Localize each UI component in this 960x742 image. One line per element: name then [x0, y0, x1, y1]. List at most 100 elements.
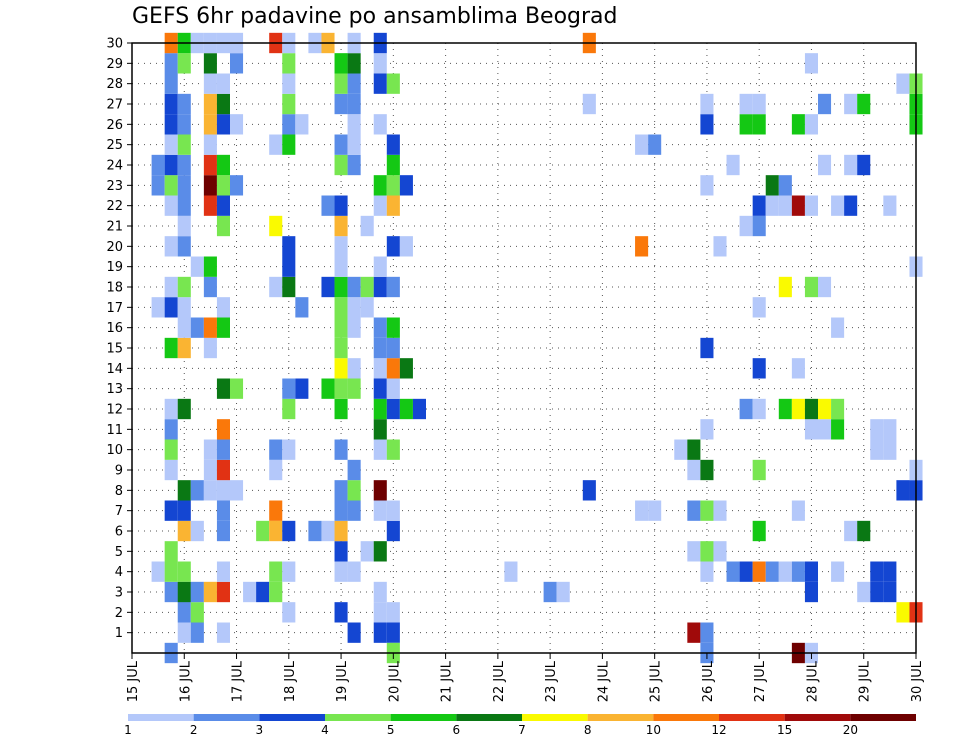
- chart-title: GEFS 6hr padavine po ansamblima Beograd: [132, 4, 618, 29]
- y-tick-label: 8: [115, 484, 123, 499]
- heatmap-cell: [334, 561, 348, 582]
- colorbar-segment: [587, 714, 654, 721]
- heatmap-cell: [831, 317, 845, 338]
- heatmap-cell: [347, 93, 361, 115]
- heatmap-cell: [739, 114, 753, 135]
- colorbar-label: 1: [124, 723, 132, 737]
- heatmap-cell: [269, 581, 283, 603]
- heatmap-cell: [687, 622, 701, 643]
- heatmap-cell: [687, 439, 701, 460]
- y-tick-label: 16: [106, 321, 123, 336]
- heatmap-cell: [269, 276, 283, 298]
- y-tick-label: 2: [115, 606, 123, 621]
- heatmap-cell: [177, 297, 191, 318]
- x-tick-label: 30 JUL: [910, 660, 925, 702]
- heatmap-cell: [203, 114, 217, 135]
- heatmap-cell: [726, 561, 740, 582]
- heatmap-cell: [203, 195, 217, 216]
- heatmap-cell: [347, 154, 361, 176]
- x-tick-label: 25 JUL: [649, 660, 664, 702]
- heatmap-cell: [739, 215, 753, 237]
- heatmap-cell: [804, 398, 818, 420]
- heatmap-cell: [282, 378, 296, 399]
- heatmap-cell: [347, 480, 361, 501]
- heatmap-cell: [230, 114, 244, 135]
- heatmap-cell: [269, 439, 283, 460]
- heatmap-cell: [164, 276, 178, 298]
- heatmap-cell: [282, 398, 296, 420]
- heatmap-cell: [818, 154, 832, 176]
- heatmap-cell: [282, 561, 296, 582]
- heatmap-cell: [386, 602, 400, 623]
- heatmap-cell: [177, 602, 191, 623]
- heatmap-cell: [804, 581, 818, 603]
- heatmap-cell: [752, 358, 766, 379]
- heatmap-cell: [739, 93, 753, 115]
- heatmap-cell: [347, 561, 361, 582]
- heatmap-cell: [883, 581, 897, 603]
- heatmap-cell: [373, 358, 387, 379]
- heatmap-cell: [216, 520, 230, 542]
- heatmap-cell: [386, 378, 400, 399]
- colorbar-label: 15: [777, 723, 792, 737]
- heatmap-cell: [282, 439, 296, 460]
- heatmap-cell: [164, 459, 178, 481]
- heatmap-cell: [203, 256, 217, 277]
- heatmap-cell: [177, 581, 191, 603]
- heatmap-cell: [399, 236, 413, 257]
- heatmap-cell: [818, 276, 832, 298]
- heatmap-cell: [857, 520, 871, 542]
- heatmap-cell: [347, 114, 361, 135]
- heatmap-cell: [164, 154, 178, 176]
- y-tick-label: 24: [106, 159, 123, 174]
- heatmap-cell: [164, 297, 178, 318]
- heatmap-cell: [177, 93, 191, 115]
- heatmap-cell: [334, 317, 348, 338]
- heatmap-cell: [635, 500, 649, 521]
- heatmap-cell: [203, 317, 217, 338]
- heatmap-cell: [230, 378, 244, 399]
- heatmap-cell: [216, 622, 230, 643]
- heatmap-cell: [321, 378, 335, 399]
- heatmap-cell: [791, 561, 805, 582]
- heatmap-cell: [635, 134, 649, 155]
- heatmap-cell: [269, 520, 283, 542]
- heatmap-cell: [818, 93, 832, 115]
- heatmap-cell: [791, 195, 805, 216]
- heatmap-cell: [216, 215, 230, 237]
- x-tick-label: 17 JUL: [231, 660, 246, 702]
- heatmap-cell: [347, 622, 361, 643]
- heatmap-cell: [778, 561, 792, 582]
- heatmap-cell: [543, 581, 557, 603]
- heatmap-cell: [203, 134, 217, 155]
- heatmap-cell: [373, 480, 387, 501]
- y-tick-label: 18: [106, 281, 123, 296]
- heatmap-cell: [752, 459, 766, 481]
- heatmap-cell: [269, 500, 283, 521]
- heatmap-cell: [778, 195, 792, 216]
- heatmap-cell: [164, 561, 178, 582]
- heatmap-cell: [269, 215, 283, 237]
- y-tick-label: 6: [115, 525, 123, 540]
- heatmap-cell: [203, 439, 217, 460]
- heatmap-cell: [203, 276, 217, 298]
- heatmap-cell: [269, 459, 283, 481]
- heatmap-cell: [216, 195, 230, 216]
- heatmap-cell: [190, 602, 204, 623]
- heatmap-cell: [203, 53, 217, 74]
- y-tick-label: 1: [115, 626, 123, 641]
- heatmap-cell: [386, 134, 400, 155]
- heatmap-cell: [177, 236, 191, 257]
- heatmap-cell: [373, 622, 387, 643]
- y-tick-label: 22: [106, 199, 123, 214]
- heatmap-cell: [831, 561, 845, 582]
- y-tick-label: 3: [115, 586, 123, 601]
- heatmap-cell: [870, 419, 884, 440]
- heatmap-cell: [804, 561, 818, 582]
- heatmap-cell: [321, 195, 335, 216]
- colorbar-label: 7: [518, 723, 526, 737]
- heatmap-cell: [373, 73, 387, 94]
- heatmap-cell: [347, 459, 361, 481]
- heatmap-cell: [752, 520, 766, 542]
- heatmap-cell: [282, 134, 296, 155]
